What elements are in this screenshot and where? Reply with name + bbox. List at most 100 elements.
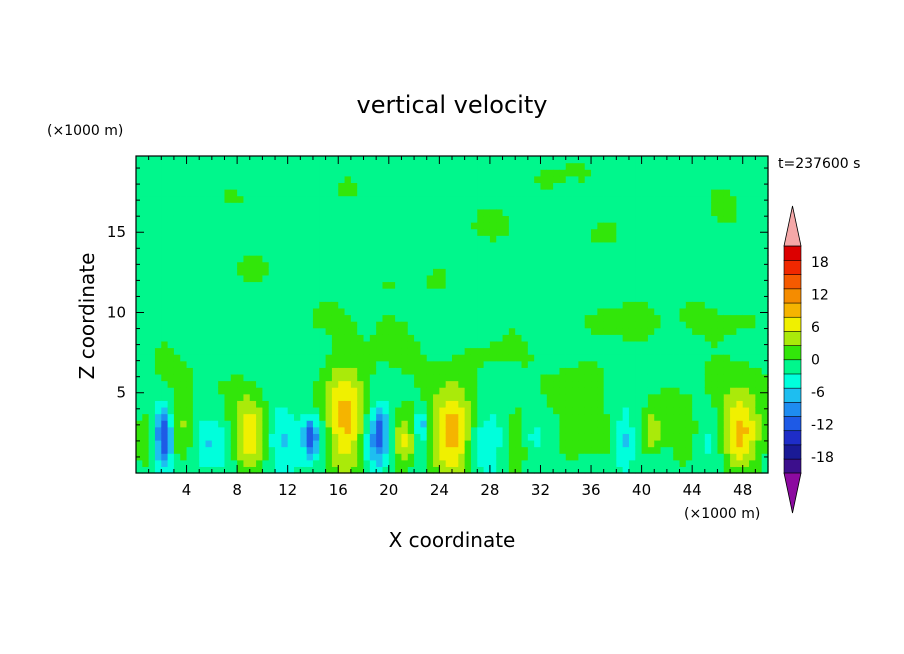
field-cell xyxy=(445,400,453,408)
field-cell xyxy=(483,208,491,217)
field-cell xyxy=(230,195,238,203)
field-cell xyxy=(262,294,270,302)
field-cell xyxy=(148,413,156,421)
field-cell xyxy=(496,255,504,263)
field-cell xyxy=(363,281,371,289)
field-cell xyxy=(281,393,289,401)
field-cell xyxy=(679,248,687,256)
field-cell xyxy=(572,453,579,461)
field-cell xyxy=(508,261,516,269)
field-cell xyxy=(711,433,719,441)
field-cell xyxy=(376,354,384,362)
field-cell xyxy=(224,321,232,329)
field-cell xyxy=(325,175,333,184)
field-cell xyxy=(388,189,396,197)
field-cell xyxy=(496,433,504,441)
field-cell xyxy=(565,373,573,382)
field-cell xyxy=(723,334,731,342)
field-cell xyxy=(730,208,737,217)
field-cell xyxy=(407,426,415,434)
field-cell xyxy=(275,307,282,316)
field-cell xyxy=(154,393,162,401)
field-cell xyxy=(312,222,320,230)
field-cell xyxy=(325,189,333,197)
field-cell xyxy=(199,294,207,302)
field-cell xyxy=(414,459,421,467)
field-cell xyxy=(350,387,358,395)
field-cell xyxy=(306,360,314,368)
field-cell xyxy=(230,235,238,243)
field-cell xyxy=(521,314,529,322)
field-cell xyxy=(161,387,169,395)
field-cell xyxy=(610,268,617,276)
field-cell xyxy=(559,406,567,415)
field-cell xyxy=(401,294,409,302)
field-cell xyxy=(433,380,440,388)
field-cell xyxy=(610,466,617,474)
field-cell xyxy=(199,400,207,408)
field-cell xyxy=(559,307,567,316)
field-cell xyxy=(565,288,573,296)
field-cell xyxy=(445,420,453,428)
field-cell xyxy=(294,314,301,322)
field-cell xyxy=(736,347,744,355)
field-cell xyxy=(622,241,630,250)
field-cell xyxy=(616,169,624,177)
field-cell xyxy=(142,175,150,184)
field-cell xyxy=(395,453,403,461)
field-cell xyxy=(136,182,143,190)
field-cell xyxy=(211,373,219,382)
field-cell xyxy=(704,261,712,269)
field-cell xyxy=(698,314,706,322)
field-cell xyxy=(218,466,226,474)
field-cell xyxy=(445,228,453,236)
field-cell xyxy=(344,261,352,269)
field-cell xyxy=(319,466,327,474)
field-cell xyxy=(723,215,731,223)
field-cell xyxy=(414,433,421,441)
field-cell xyxy=(628,228,636,236)
field-cell xyxy=(344,228,352,236)
field-cell xyxy=(572,222,579,230)
field-cell xyxy=(597,413,605,421)
field-cell xyxy=(489,288,497,296)
field-cell xyxy=(660,340,668,349)
field-cell xyxy=(622,202,630,210)
field-cell xyxy=(344,433,352,441)
field-cell xyxy=(224,393,232,401)
field-cell xyxy=(622,175,630,184)
field-cell xyxy=(692,347,700,355)
field-cell xyxy=(249,169,257,177)
field-cell xyxy=(306,208,314,217)
field-cell xyxy=(376,175,384,184)
field-cell xyxy=(237,420,245,428)
field-cell xyxy=(414,413,421,421)
field-cell xyxy=(749,228,756,236)
field-cell xyxy=(218,327,226,335)
field-cell xyxy=(742,248,750,256)
field-cell xyxy=(426,426,434,434)
field-cell xyxy=(698,274,706,283)
field-cell xyxy=(572,235,579,243)
field-cell xyxy=(186,195,194,203)
field-cell xyxy=(502,334,510,342)
field-cell xyxy=(584,182,592,190)
field-cell xyxy=(654,426,662,434)
field-cell xyxy=(641,354,649,362)
field-cell xyxy=(357,433,365,441)
field-cell xyxy=(591,387,598,395)
field-cell xyxy=(553,175,561,184)
field-cell xyxy=(723,228,731,236)
colorbar-swatch xyxy=(783,458,802,474)
field-cell xyxy=(508,321,516,329)
field-cell xyxy=(294,241,301,250)
field-cell xyxy=(249,314,257,322)
field-cell xyxy=(755,222,763,230)
field-cell xyxy=(502,175,510,184)
field-cell xyxy=(363,406,371,415)
field-cell xyxy=(192,459,200,467)
field-cell xyxy=(300,294,308,302)
field-cell xyxy=(249,321,257,329)
field-cell xyxy=(319,255,327,263)
field-cell xyxy=(256,373,263,382)
